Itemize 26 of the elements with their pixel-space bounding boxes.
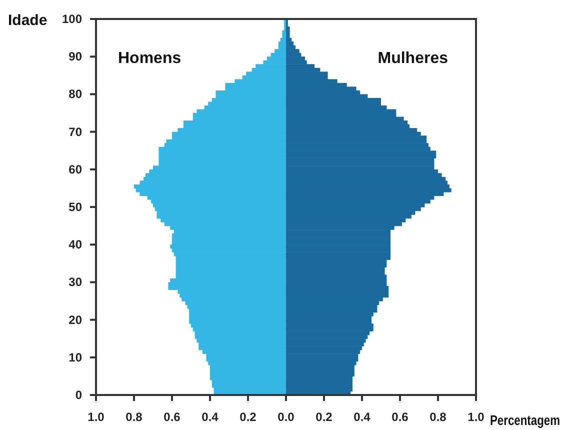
- y-tick-label: 20: [68, 312, 82, 327]
- x-tick-label: 0.0: [278, 410, 295, 424]
- y-tick-label: 70: [68, 124, 82, 139]
- series-label: Mulheres: [378, 50, 448, 67]
- x-tick-label: 0.6: [392, 410, 409, 424]
- x-tick-label: 0.4: [354, 410, 371, 424]
- x-tick-label: 0.2: [240, 410, 257, 424]
- y-tick-label: 80: [68, 87, 82, 102]
- y-axis-title: Idade: [8, 12, 48, 29]
- x-axis-title: Percentagem: [490, 412, 577, 428]
- text: Homens: [118, 50, 182, 67]
- x-tick-label: 1.0: [468, 410, 485, 424]
- y-tick-label: 40: [68, 238, 82, 252]
- x-tick-label: 0.4: [202, 410, 219, 424]
- y-tick-label: 100: [62, 12, 82, 26]
- x-tick-label: 0.2: [316, 410, 333, 424]
- x-tick-label: 1.0: [88, 410, 105, 424]
- y-tick-label: 90: [68, 50, 82, 64]
- y-tick-label: 0: [75, 388, 82, 402]
- y-tick-label: 30: [68, 275, 82, 290]
- x-tick-label: 0.8: [430, 410, 447, 424]
- y-tick-label: 60: [68, 162, 82, 176]
- y-tick-label: 50: [68, 200, 82, 214]
- x-tick-label: 0.6: [164, 410, 181, 424]
- x-tick-label: 0.8: [126, 410, 143, 424]
- y-tick-label: 10: [68, 350, 82, 364]
